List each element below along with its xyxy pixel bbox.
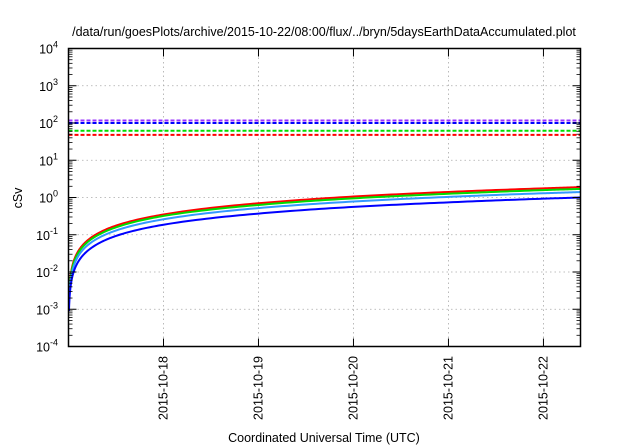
- ticks: [68, 48, 581, 347]
- x-axis-label: Coordinated Universal Time (UTC): [228, 431, 420, 445]
- y-tick-exponent: -3: [50, 300, 58, 310]
- y-tick-label: 10-2: [36, 263, 58, 280]
- y-tick-base: 10: [39, 80, 53, 94]
- y-tick-exponent: -4: [50, 338, 58, 348]
- x-tick-labels: 2015-10-18 2015-10-19 2015-10-20 2015-10-21…: [156, 356, 550, 420]
- y-tick-exponent: 4: [53, 40, 58, 50]
- y-tick-base: 10: [36, 266, 50, 280]
- series-line-accumulated-blue: [67, 196, 581, 312]
- y-tick-base: 10: [39, 192, 53, 206]
- chart-title: /data/run/goesPlots/archive/2015-10-22/0…: [72, 25, 576, 39]
- x-tick-label: 2015-10-22: [536, 356, 550, 420]
- y-tick-label: 10-1: [36, 226, 58, 243]
- y-tick-base: 10: [39, 154, 53, 168]
- y-axis-label: cSv: [11, 187, 25, 209]
- y-tick-label: 101: [39, 151, 58, 168]
- y-tick-base: 10: [36, 303, 50, 317]
- y-tick-exponent: -2: [50, 263, 58, 273]
- y-tick-label: 10-3: [36, 300, 58, 317]
- y-tick-label: 102: [39, 114, 58, 131]
- y-tick-exponent: 1: [53, 151, 58, 161]
- y-tick-label: 104: [39, 40, 58, 57]
- y-tick-label: 103: [39, 77, 58, 94]
- x-tick-label: 2015-10-18: [156, 356, 170, 420]
- y-tick-base: 10: [39, 117, 53, 131]
- y-tick-exponent: 3: [53, 77, 58, 87]
- x-tick-label: 2015-10-19: [251, 356, 265, 420]
- y-tick-base: 10: [36, 229, 50, 243]
- y-tick-label: 100: [39, 189, 58, 206]
- y-tick-exponent: 2: [53, 114, 58, 124]
- x-tick-label: 2015-10-20: [346, 356, 360, 420]
- y-tick-base: 10: [36, 341, 50, 355]
- series-line-accumulated-green: [67, 187, 581, 303]
- series-group: [67, 119, 581, 312]
- y-tick-label: 10-4: [36, 338, 58, 355]
- x-tick-label: 2015-10-21: [441, 356, 455, 420]
- y-tick-base: 10: [39, 43, 53, 57]
- y-tick-exponent: -1: [50, 226, 58, 236]
- y-tick-exponent: 0: [53, 189, 58, 199]
- series-line-accumulated-lightblue: [67, 191, 581, 307]
- series-line-accumulated-red: [67, 186, 581, 301]
